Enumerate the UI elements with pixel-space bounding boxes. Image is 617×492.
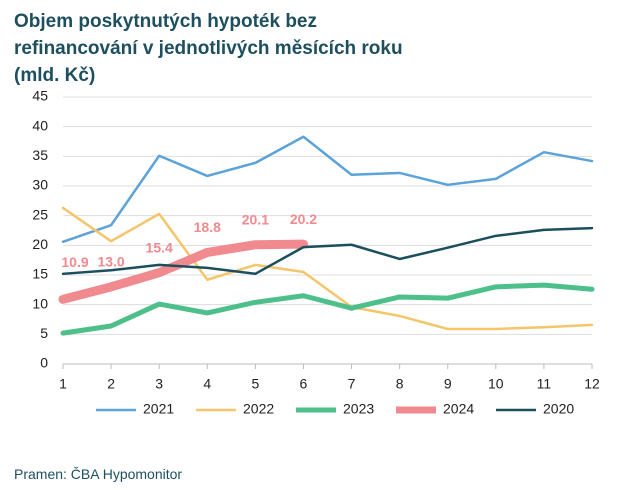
data-label: 20.2: [290, 211, 317, 227]
y-tick-label: 15: [32, 266, 48, 282]
y-tick-label: 10: [32, 295, 48, 311]
x-tick-label: 6: [300, 376, 308, 392]
legend-label: 2023: [343, 401, 374, 417]
x-tick-label: 4: [203, 376, 211, 392]
x-tick-label: 8: [396, 376, 404, 392]
x-tick-label: 10: [488, 376, 504, 392]
legend-label: 2021: [143, 401, 174, 417]
series-line: [58, 239, 308, 304]
legend-label: 2022: [243, 401, 274, 417]
y-tick-label: 20: [32, 236, 48, 252]
y-tick-label: 25: [32, 206, 48, 222]
x-tick-label: 9: [444, 376, 452, 392]
series-line: [60, 282, 595, 336]
source: Pramen: ČBA Hypomonitor: [14, 466, 183, 482]
y-tick-label: 0: [40, 355, 48, 371]
chart-title: Objem poskytnutých hypoték bez refinanco…: [14, 11, 403, 86]
y-tick-label: 40: [32, 117, 48, 133]
data-label: 15.4: [146, 239, 173, 255]
y-tick-label: 35: [32, 147, 48, 163]
series-line: [61, 206, 594, 331]
data-label: 20.1: [242, 211, 269, 227]
x-tick-label: 3: [155, 376, 163, 392]
y-tick-label: 45: [32, 88, 48, 104]
x-tick-label: 7: [348, 376, 356, 392]
x-tick-label: 12: [584, 376, 600, 392]
data-label: 13.0: [97, 254, 124, 270]
x-tick-label: 5: [251, 376, 259, 392]
x-tick-label: 1: [59, 376, 67, 392]
x-tick-label: 2: [107, 376, 115, 392]
legend-label: 2024: [443, 401, 474, 417]
y-tick-label: 5: [40, 325, 48, 341]
data-label: 10.9: [61, 254, 88, 270]
x-tick-label: 11: [537, 376, 552, 392]
series-line: [61, 226, 594, 276]
legend-label: 2020: [543, 401, 574, 417]
y-tick-label: 30: [32, 177, 48, 193]
data-label: 18.8: [194, 219, 221, 235]
series-line: [61, 135, 594, 244]
